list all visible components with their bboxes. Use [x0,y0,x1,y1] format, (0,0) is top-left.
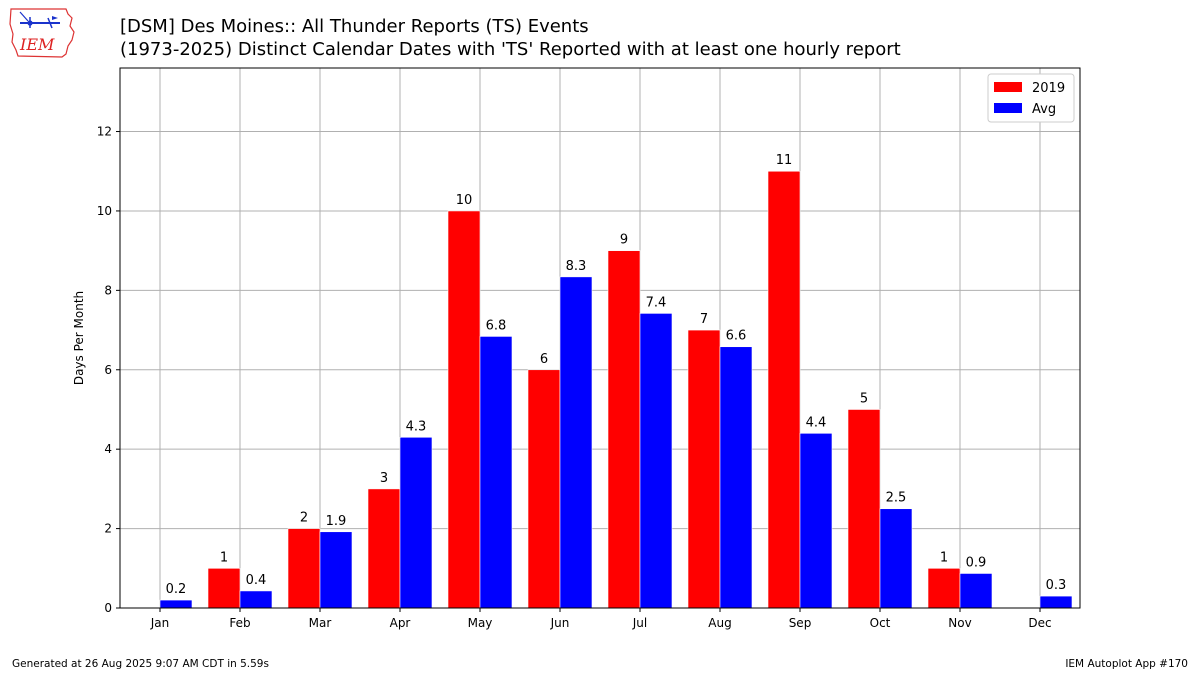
bar-value-label: 2 [300,511,308,526]
iem-logo: IEM [9,8,75,58]
bar-value-label: 0.2 [166,582,187,597]
bar-2019 [207,567,241,609]
legend-label-avg: Avg [1032,102,1056,117]
bar-labels: 1 2 3 10 6 9 7 11 5 1 0.2 0.4 1.9 4.3 6.8 8.3 7.4 6.6 4.4 2… [166,153,1067,597]
bar-avg [559,276,593,609]
plot-frame [119,67,1081,609]
bar-avg [159,599,193,609]
bar-2019 [767,170,801,609]
legend-label-2019: 2019 [1032,81,1065,96]
bars [159,170,1073,609]
bar-avg [719,346,753,609]
y-tick-label: 8 [104,283,112,297]
bar-value-label: 1.9 [326,514,347,529]
bar-value-label: 6 [540,352,548,367]
x-tick-label: Apr [390,616,411,630]
y-tick-label: 10 [97,204,112,218]
bar-avg [479,336,513,609]
y-tick-label: 0 [104,601,112,615]
x-tick-label: Oct [870,616,891,630]
y-tick-label: 4 [104,442,112,456]
bar-2019 [527,369,561,609]
bar-value-label: 1 [220,550,228,565]
bar-avg [399,436,433,609]
x-tick-label: Dec [1028,616,1051,630]
x-tick-label: Jan [150,616,170,630]
bar-avg [639,313,673,609]
y-tick-label: 12 [97,125,112,139]
x-tick-label: Jun [550,616,570,630]
bar-value-label: 0.3 [1046,578,1067,593]
bar-2019 [447,210,481,609]
x-tick-label: Mar [309,616,332,630]
legend-swatch-avg [994,103,1022,113]
x-tick-label: Aug [708,616,731,630]
bar-2019 [927,567,961,609]
chart-title-line2: (1973-2025) Distinct Calendar Dates with… [120,39,901,60]
bar-avg [799,432,833,609]
bar-value-label: 8.3 [566,259,587,274]
bar-avg [319,531,353,609]
bar-value-label: 5 [860,391,868,406]
bar-value-label: 7 [700,312,708,327]
y-tick-label: 2 [104,522,112,536]
x-tick-label: May [468,616,493,630]
logo-text: IEM [19,35,55,54]
footer-generated-text: Generated at 26 Aug 2025 9:07 AM CDT in … [12,658,269,670]
x-tick-label: Sep [789,616,812,630]
bar-avg [879,508,913,609]
bar-value-label: 7.4 [646,295,667,310]
bar-value-label: 9 [620,233,628,248]
grid-lines [120,68,1080,609]
bar-2019 [847,409,881,609]
bar-value-label: 6.8 [486,318,507,333]
bar-value-label: 1 [940,550,948,565]
chart-title-line1: [DSM] Des Moines:: All Thunder Reports (… [120,16,589,37]
bar-2019 [287,528,321,609]
bar-2019 [687,329,721,609]
legend-swatch-2019 [994,82,1022,92]
x-tick-label: Jul [632,616,647,630]
bar-avg [959,573,993,609]
bar-value-label: 10 [456,193,473,208]
bar-value-label: 0.4 [246,573,267,588]
bar-value-label: 0.9 [966,555,987,570]
bar-value-label: 2.5 [886,491,907,506]
axis-ticks: Jan Feb Mar Apr May Jun Jul Aug Sep Oct Nov Dec 0 2 4 6… [97,125,1052,630]
bar-value-label: 4.4 [806,415,827,430]
bar-avg [1039,595,1073,609]
bar-value-label: 4.3 [406,419,427,434]
legend: 2019 Avg [987,73,1075,123]
y-axis-label: Days Per Month [72,291,86,385]
bar-value-label: 6.6 [726,329,747,344]
bar-2019 [607,250,641,609]
x-tick-label: Nov [948,616,971,630]
bar-avg [239,590,273,609]
bar-value-label: 3 [380,471,388,486]
y-tick-label: 6 [104,363,112,377]
bar-value-label: 11 [776,153,793,168]
bar-2019 [367,488,401,609]
x-tick-label: Feb [229,616,250,630]
footer-app-text: IEM Autoplot App #170 [1065,658,1188,670]
